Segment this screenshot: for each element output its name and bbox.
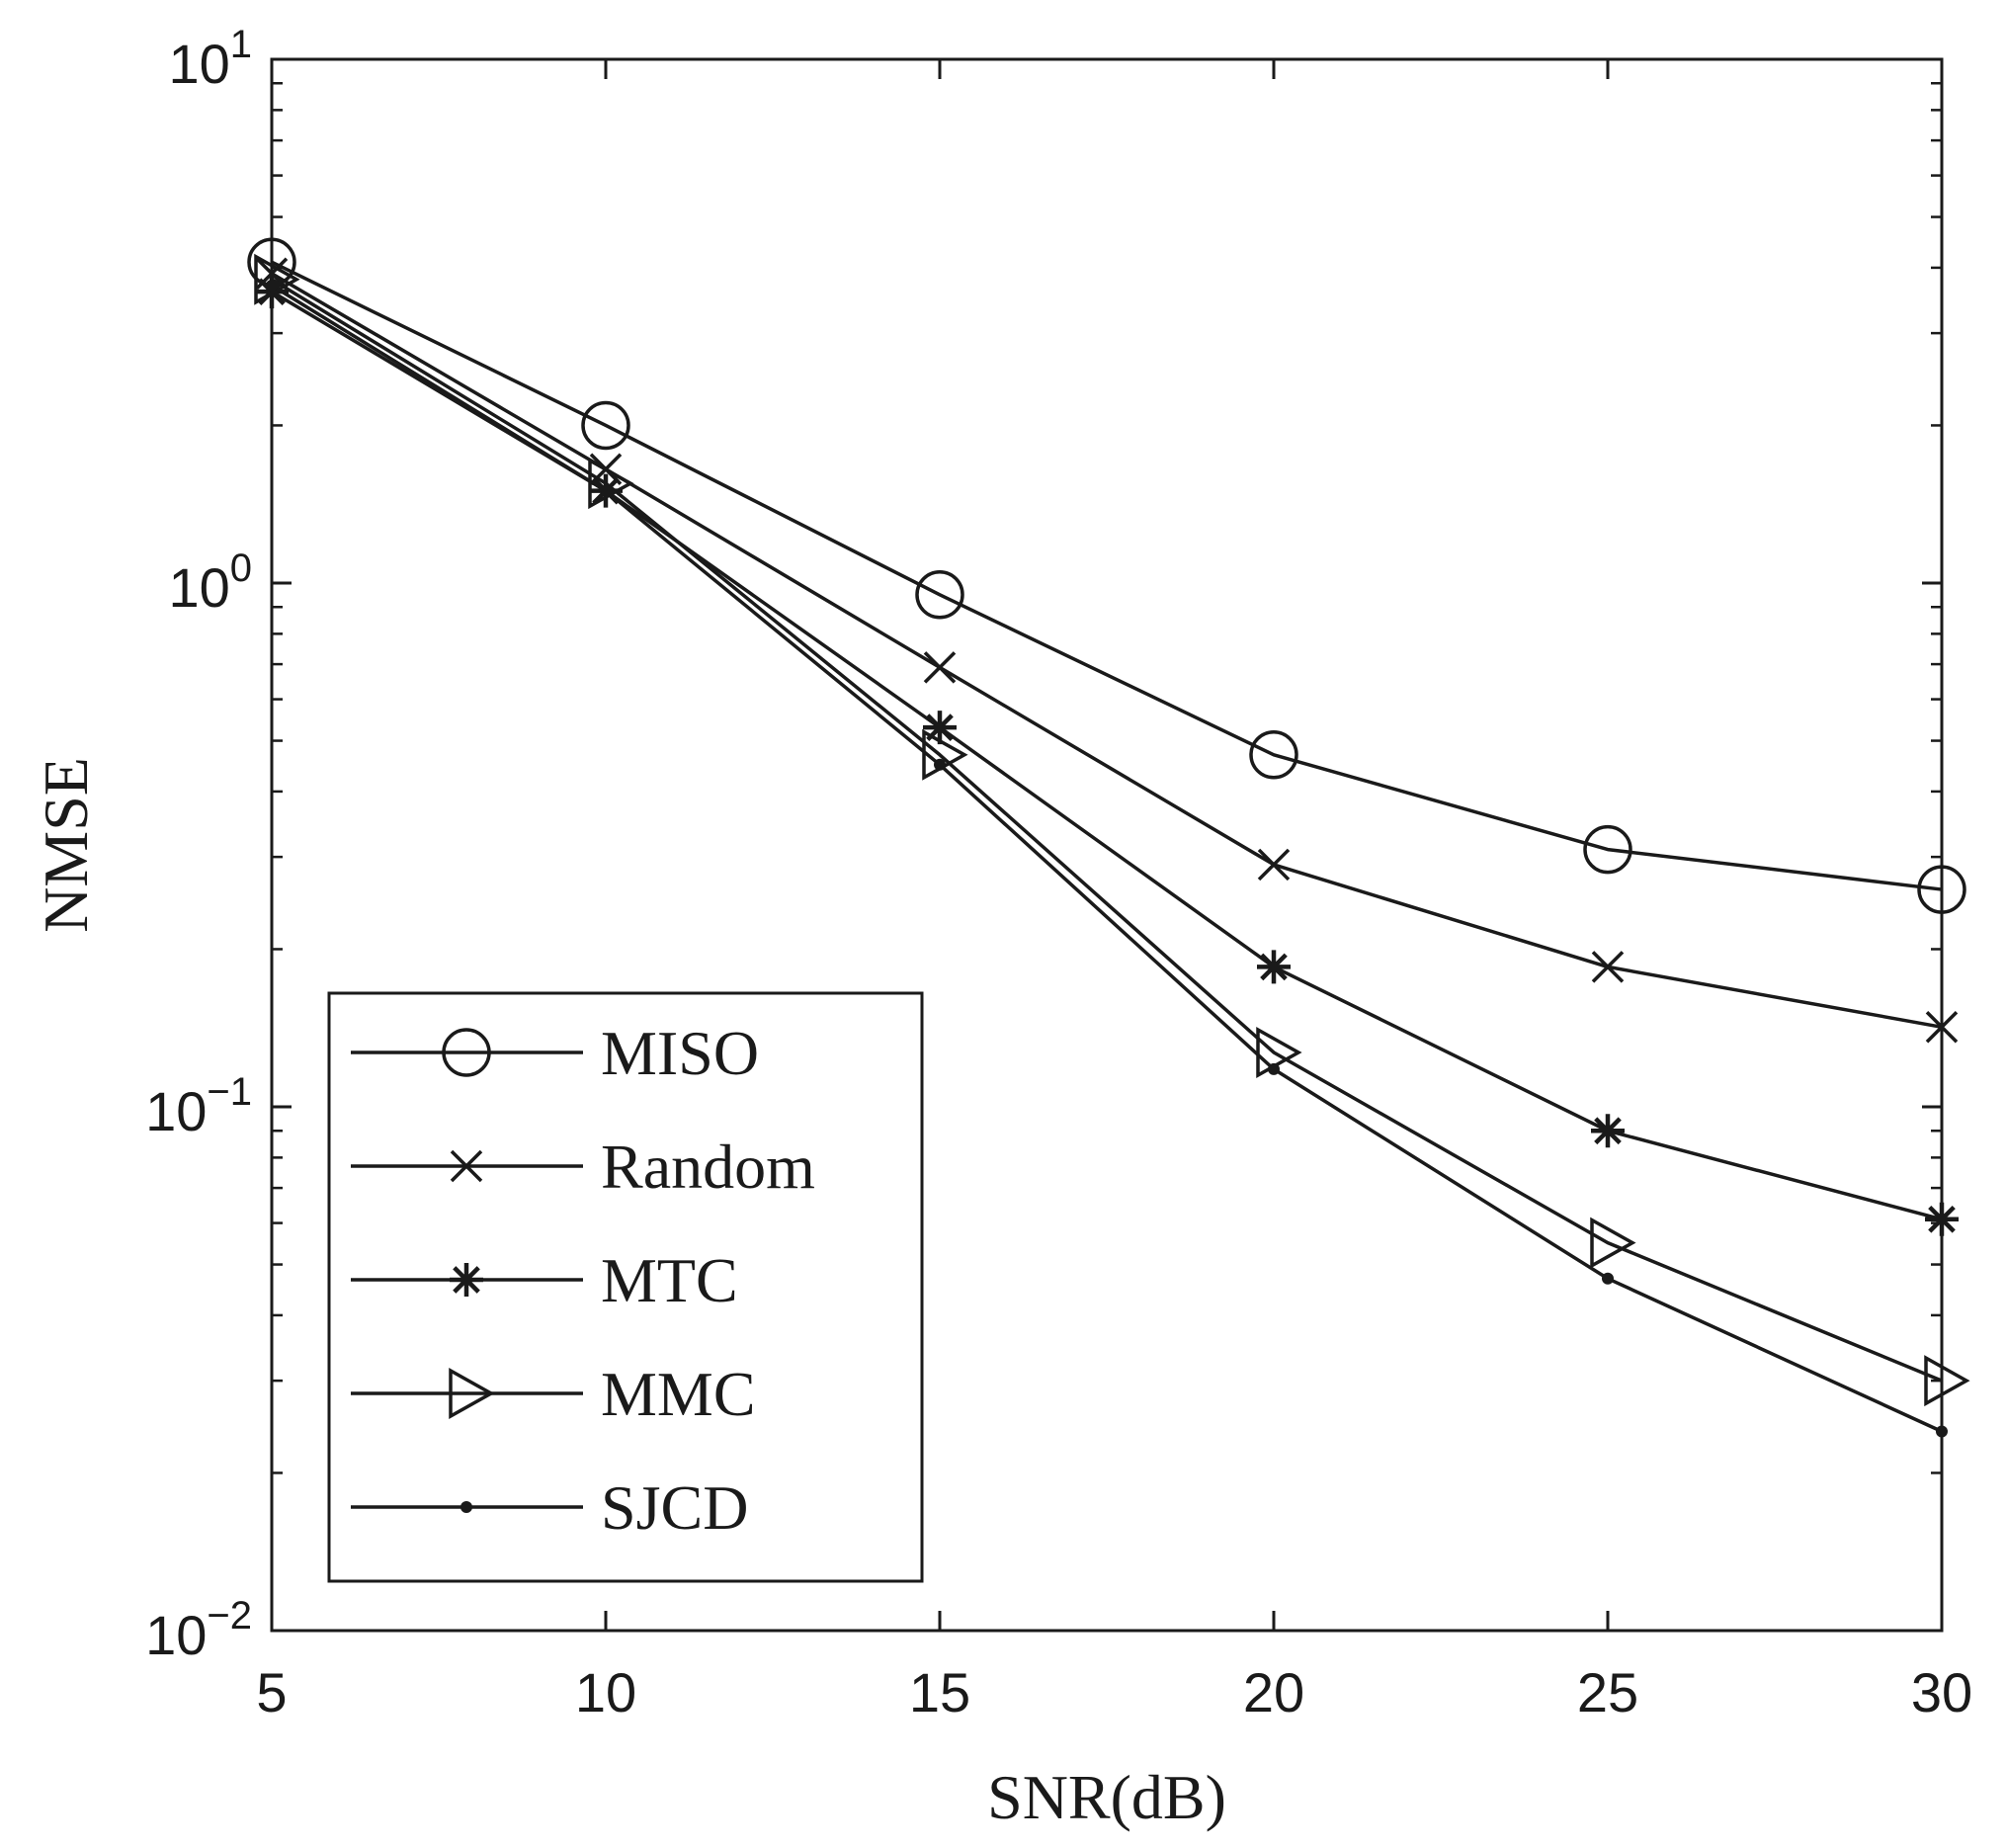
marker-x <box>1257 848 1291 882</box>
y-axis-label: NMSE <box>31 757 101 933</box>
x-tick-label: 30 <box>1911 1661 1972 1723</box>
marker-asterisk <box>1925 1202 1959 1236</box>
legend-label: MTC <box>601 1245 738 1315</box>
x-tick-label: 15 <box>909 1661 970 1723</box>
marker-asterisk <box>923 711 957 745</box>
marker-asterisk <box>1591 1114 1625 1148</box>
series-line <box>271 284 1943 1434</box>
series-random <box>255 257 1959 1044</box>
marker-x <box>1925 1011 1959 1044</box>
marker-asterisk <box>1257 950 1291 984</box>
y-tick-label: 10−1 <box>145 1070 252 1142</box>
x-tick-label: 25 <box>1577 1661 1638 1723</box>
legend-entry-random: Random <box>351 1132 815 1202</box>
legend-entry-mtc: MTC <box>351 1245 738 1315</box>
legend-label: SJCD <box>601 1472 748 1543</box>
marker-x <box>450 1149 483 1183</box>
series-line <box>271 278 1943 1383</box>
x-tick-label: 20 <box>1243 1661 1304 1723</box>
marker-dot <box>1936 1425 1948 1438</box>
legend-entry-mmc: MMC <box>351 1359 756 1429</box>
marker-circle <box>442 1028 491 1077</box>
marker-dot <box>600 484 612 497</box>
marker-triangle <box>254 253 300 305</box>
marker-dot <box>1268 1062 1280 1075</box>
axis-ticks <box>270 57 1944 1633</box>
series-miso <box>247 237 1966 914</box>
legend-entry-sjcd: SJCD <box>351 1472 748 1543</box>
marker-circle <box>581 400 630 451</box>
x-axis-label: SNR(dB) <box>987 1762 1226 1832</box>
tick-labels: 5 10 15 20 25 30 101 100 10−1 10−2 <box>145 23 1972 1723</box>
marker-asterisk <box>450 1263 483 1297</box>
marker-circle <box>915 570 964 620</box>
x-tick-label: 10 <box>575 1661 636 1723</box>
series-sjcd <box>266 279 1948 1438</box>
marker-triangle <box>1924 1355 1970 1407</box>
marker-dot <box>1602 1272 1614 1285</box>
series-layer <box>247 237 1970 1438</box>
x-tick-label: 5 <box>256 1661 287 1723</box>
legend-label: MISO <box>601 1018 759 1088</box>
y-tick-label: 101 <box>168 23 252 95</box>
marker-triangle <box>449 1368 495 1419</box>
plot-area <box>270 57 1944 1633</box>
legend-label: MMC <box>601 1359 756 1429</box>
legend-label: Random <box>601 1132 815 1202</box>
marker-circle <box>1583 824 1632 875</box>
y-tick-label: 100 <box>168 546 252 619</box>
marker-circle <box>1917 865 1966 914</box>
marker-x <box>1591 951 1625 983</box>
legend: MISO Random MTC MMC SJCD <box>327 991 924 1583</box>
legend-entry-miso: MISO <box>351 1018 759 1088</box>
marker-x <box>923 651 957 684</box>
series-line <box>271 260 1943 891</box>
marker-circle <box>1249 730 1298 780</box>
marker-dot <box>266 279 278 292</box>
series-line <box>271 272 1943 1030</box>
marker-dot <box>934 758 946 771</box>
marker-dot <box>460 1501 472 1513</box>
y-tick-label: 10−2 <box>145 1594 252 1666</box>
marker-triangle <box>1590 1217 1636 1269</box>
legend-box <box>327 991 924 1583</box>
